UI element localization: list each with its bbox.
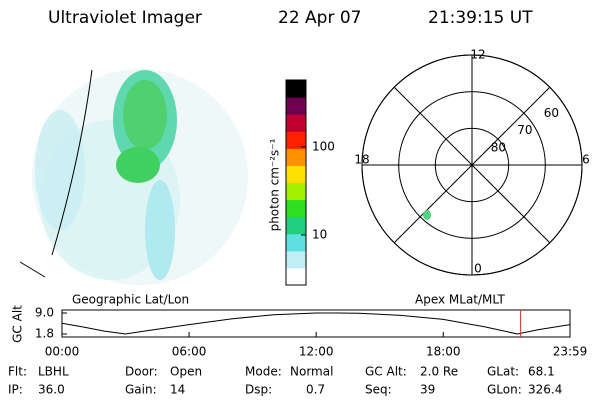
info-label: GLat: [487, 365, 519, 379]
lat-ring-label: 70 [517, 123, 532, 137]
orbit-x-tick-label: 18:00 [426, 345, 461, 359]
colorbar-swatch [286, 148, 306, 166]
colorbar-label: photon cm⁻²s⁻¹ [268, 138, 282, 231]
orbit-x-tick-label: 12:00 [299, 345, 334, 359]
info-value: 0.7 [306, 383, 325, 397]
colorbar-swatch [286, 182, 306, 201]
info-value: LBHL [38, 365, 69, 379]
uv-image [19, 69, 248, 285]
orbit-right-label: Apex MLat/MLT [415, 293, 505, 307]
colorbar-swatch [286, 80, 306, 98]
info-label: Gain: [125, 383, 157, 397]
info-value: Normal [290, 365, 333, 379]
colorbar-swatch [286, 97, 306, 115]
orbit-y-tick-label: 9.0 [35, 306, 54, 320]
title: Ultraviolet Imager [48, 8, 202, 28]
colorbar-swatch [286, 131, 306, 149]
mlt-label: 18 [354, 153, 369, 167]
date: 22 Apr 07 [278, 8, 361, 28]
lat-ring-label: 60 [544, 106, 559, 120]
colorbar-swatch [286, 165, 306, 183]
info-value: Open [170, 365, 202, 379]
info-label: IP: [8, 383, 23, 397]
mlt-label: 12 [470, 48, 485, 62]
info-value: 326.4 [528, 383, 562, 397]
orbit-y-tick-label: 1.8 [35, 327, 54, 341]
polar-spoke [471, 164, 551, 244]
orbit-y-label: GC Alt [11, 305, 25, 343]
time: 21:39:15 UT [428, 8, 533, 28]
orbit-line [61, 312, 571, 335]
orbit-x-tick-label: 00:00 [45, 345, 80, 359]
colorbar-swatch [286, 250, 306, 269]
colorbar-swatch [286, 216, 306, 235]
lat-ring [361, 54, 583, 276]
lat-ring [434, 127, 510, 203]
polar-spoke [393, 164, 473, 244]
info-label: Flt: [8, 365, 27, 379]
orbit-x-tick-label: 23:59 [553, 345, 588, 359]
lat-ring-label: 80 [491, 140, 506, 154]
info-label: Dsp: [245, 383, 272, 397]
colorbar-swatch [286, 267, 306, 286]
polar-spoke [393, 86, 473, 166]
info-value: 68.1 [528, 365, 555, 379]
info-label: Mode: [245, 365, 282, 379]
colorbar-tick-label: 10 [312, 227, 327, 241]
info-label: Door: [125, 365, 158, 379]
colorbar-swatch [286, 199, 306, 218]
colorbar-swatch [286, 233, 306, 252]
info-label: GLon: [487, 383, 522, 397]
orbit-x-tick-label: 06:00 [172, 345, 207, 359]
colorbar-tick-label: 100 [312, 139, 335, 153]
info-value: 2.0 Re [420, 365, 458, 379]
aurora-spot [423, 210, 431, 220]
info-value: 36.0 [38, 383, 65, 397]
orbit-left-label: Geographic Lat/Lon [72, 293, 189, 307]
info-label: Seq: [365, 383, 392, 397]
info-label: GC Alt: [365, 365, 407, 379]
polar-spoke [471, 86, 551, 166]
mlt-label: 0 [474, 262, 482, 276]
mlt-label: 6 [582, 153, 590, 167]
lat-ring [398, 91, 546, 239]
info-value: 14 [170, 383, 185, 397]
info-value: 39 [420, 383, 435, 397]
colorbar-frame [285, 79, 307, 286]
colorbar-swatch [286, 114, 306, 132]
